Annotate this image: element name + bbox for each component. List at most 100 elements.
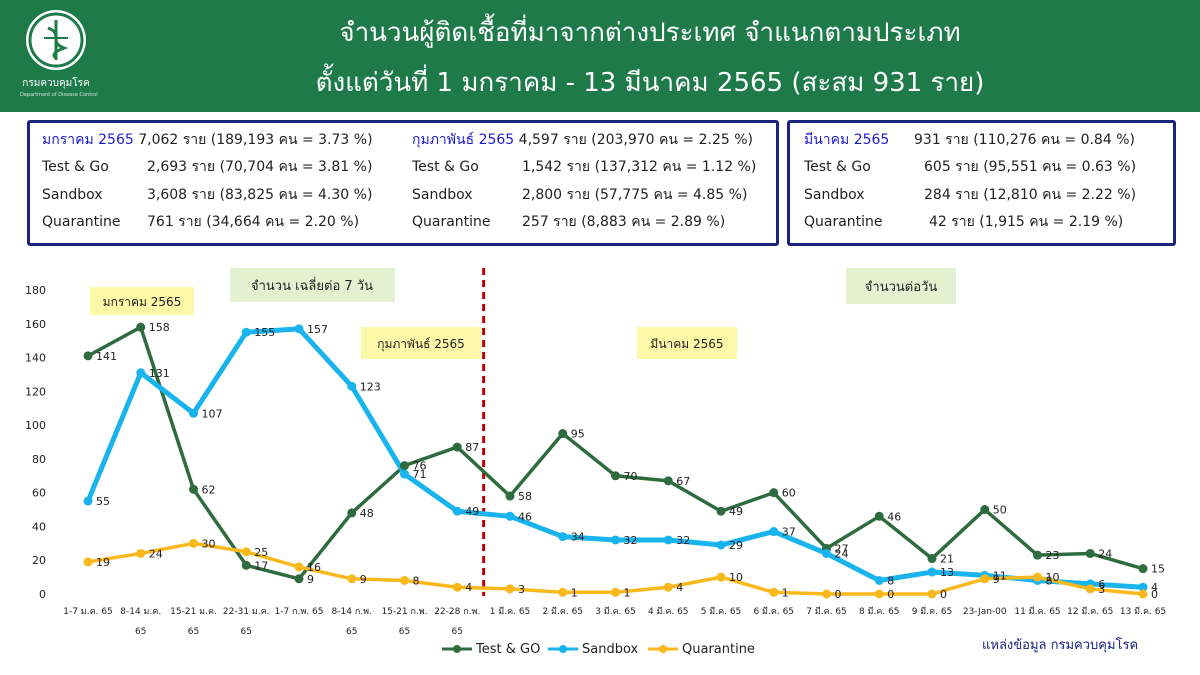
x-tick-label: 12 มี.ค. 65 [1067,606,1113,617]
jan-row-label: Test & Go [42,159,109,175]
chart-annotations: มกราคม 2565 จำนวน เฉลี่ยต่อ 7 วัน กุมภาพ… [90,268,956,359]
month-note-mar-text: มีนาคม 2565 [650,337,723,351]
x-tick-label: 1-7 ม.ค. 65 [63,607,113,617]
month-note-mar [637,327,737,359]
jan-row-label: Sandbox [42,187,103,203]
jan-row-value: 761 ราย (34,664 คน = 2.20 %) [147,214,360,230]
mar-row-value: 42 ราย (1,915 คน = 2.19 %) [929,214,1124,230]
data-label-testgo: 60 [782,487,796,500]
data-label-testgo: 158 [149,321,170,334]
x-tick-label: 65 [346,627,357,637]
y-tick-label: 140 [25,352,46,365]
data-point-testgo [769,488,779,498]
jan-row-quarantine: Quarantine 761 ราย (34,664 คน = 2.20 %) [42,211,359,233]
data-label-sandbox: 29 [729,539,743,552]
mar-row-sandbox: Sandbox 284 ราย (12,810 คน = 2.22 %) [804,184,1136,206]
x-tick-label: 65 [188,627,199,637]
data-label-quarantine: 1 [571,586,578,599]
data-point-sandbox [822,548,831,558]
data-point-quarantine [611,587,620,597]
data-label-testgo: 49 [729,505,743,518]
x-tick-label: 6 มี.ค. 65 [753,606,794,617]
y-tick-label: 100 [25,419,46,432]
feb-summary-total: กุมภาพันธ์ 2565 4,597 ราย (203,970 คน = … [412,129,753,151]
legend-marker-testgo [453,645,461,653]
data-point-testgo [294,574,304,584]
data-point-testgo [1033,550,1042,560]
data-point-quarantine [980,574,990,584]
data-point-quarantine [1085,584,1095,594]
data-point-quarantine [347,574,357,584]
data-label-sandbox: 55 [96,495,110,508]
data-point-sandbox [189,408,198,418]
x-tick-label: 8-14 ม.ค. [120,607,161,617]
data-point-testgo [980,505,990,515]
data-label-testgo: 67 [676,475,690,488]
data-label-quarantine: 8 [413,574,420,587]
data-label-testgo: 141 [96,350,117,363]
mar-summary-total: มีนาคม 2565 931 ราย (110,276 คน = 0.84 %) [804,129,1135,151]
data-label-quarantine: 3 [518,583,525,596]
y-tick-label: 0 [39,588,46,601]
page-subtitle: ตั้งแต่วันที่ 1 มกราคม - 13 มีนาคม 2565 … [315,68,985,98]
summary-box-jan-feb: มกราคม 2565 7,062 ราย (189,193 คน = 3.73… [27,120,779,246]
data-point-sandbox [611,535,620,545]
data-label-sandbox: 4 [1151,581,1158,594]
data-label-quarantine: 0 [887,588,894,601]
data-label-sandbox: 49 [465,505,479,518]
data-label-testgo: 95 [571,428,585,441]
y-tick-label: 20 [32,554,46,567]
feb-row-value: 1,542 ราย (137,312 คน = 1.12 %) [522,159,757,175]
data-point-sandbox [241,327,251,337]
month-note-jan-text: มกราคม 2565 [103,295,182,309]
logo-emblem-icon [26,10,86,70]
data-point-sandbox [83,496,93,506]
data-point-sandbox [294,324,304,334]
mar-row-label: Sandbox [804,187,865,203]
data-label-quarantine: 3 [1098,583,1105,596]
data-point-quarantine [558,587,568,597]
data-label-testgo: 21 [940,553,954,566]
x-tick-label: 65 [452,627,463,637]
data-label-testgo: 17 [254,559,268,572]
x-tick-label: 4 มี.ค. 65 [648,606,689,617]
data-label-quarantine: 4 [465,581,472,594]
y-tick-label: 80 [32,453,46,466]
data-point-sandbox [347,381,357,391]
data-point-sandbox [927,567,937,577]
y-tick-label: 180 [25,284,46,297]
data-label-testgo: 58 [518,490,532,503]
x-tick-label: 13 มี.ค. 65 [1120,606,1166,617]
data-label-quarantine: 1 [624,586,631,599]
data-point-quarantine [505,584,515,594]
jan-total-value: 7,062 ราย (189,193 คน = 3.73 %) [138,132,373,148]
y-tick-label: 40 [32,520,46,533]
data-point-testgo [241,560,251,570]
data-point-quarantine [452,582,462,592]
mar-row-label: Test & Go [804,159,871,175]
data-label-quarantine: 24 [149,547,163,560]
legend-marker-quarantine [659,645,667,653]
data-label-quarantine: 9 [360,573,367,586]
mar-row-label: Quarantine [804,214,883,230]
data-point-sandbox [769,527,779,537]
data-point-quarantine [663,582,673,592]
data-label-sandbox: 157 [307,323,328,336]
data-point-testgo [558,429,568,439]
data-point-sandbox [136,368,146,378]
data-label-testgo: 23 [1046,549,1060,562]
feb-total-value: 4,597 ราย (203,970 คน = 2.25 %) [518,132,753,148]
mar-month-label: มีนาคม 2565 [804,132,890,148]
jan-row-label: Quarantine [42,214,121,230]
data-label-testgo: 76 [413,460,427,473]
data-point-quarantine [189,538,198,548]
data-point-testgo [189,484,198,494]
data-label-quarantine: 10 [1046,571,1060,584]
x-tick-label: 1-7 ก.พ. 65 [275,607,324,617]
mar-row-value: 605 ราย (95,551 คน = 0.63 %) [924,159,1137,175]
data-label-testgo: 70 [624,470,638,483]
x-tick-label: 5 มี.ค. 65 [701,606,742,617]
data-point-testgo [874,511,884,521]
data-point-quarantine [136,548,146,558]
data-label-quarantine: 0 [1151,588,1158,601]
